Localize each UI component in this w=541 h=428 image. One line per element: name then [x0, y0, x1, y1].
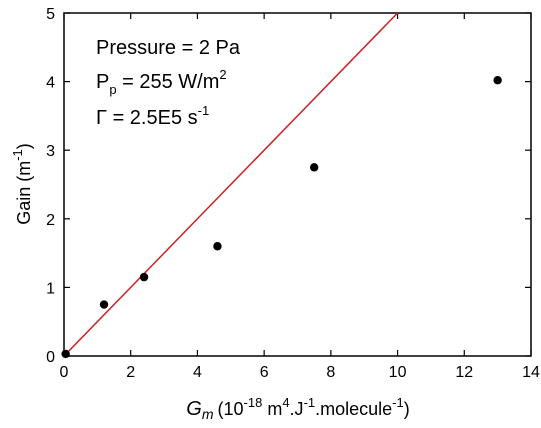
- data-point: [309, 163, 319, 172]
- annotation-pump-power: Pp = 255 W/m2: [96, 67, 227, 97]
- data-points: [61, 76, 502, 359]
- x-tick-label: 0: [60, 364, 69, 381]
- y-tick-label: 0: [46, 349, 55, 366]
- x-tick-label: 8: [326, 364, 335, 381]
- y-tick-label: 4: [46, 75, 55, 92]
- x-tick-label: 14: [522, 364, 540, 381]
- y-tick-label: 1: [46, 280, 55, 297]
- data-point: [99, 300, 109, 309]
- y-tick-label: 3: [46, 143, 55, 160]
- data-point: [61, 349, 70, 359]
- x-tick-label: 4: [193, 364, 202, 381]
- x-axis-ticks: 0 2 4 6 8 10 12 14: [60, 13, 540, 381]
- y-axis-title: Gain (m-1): [10, 143, 34, 225]
- y-tick-label: 5: [46, 6, 55, 23]
- x-tick-label: 12: [455, 364, 473, 381]
- plot-frame: [63, 12, 532, 357]
- y-tick-label: 2: [46, 212, 55, 229]
- x-axis-title: Gm (10-18 m4.J-1.molecule-1): [186, 395, 409, 422]
- x-tick-label: 6: [260, 364, 269, 381]
- x-tick-label: 10: [389, 364, 407, 381]
- data-point: [213, 242, 222, 251]
- pp-subscript: p: [109, 82, 116, 97]
- gamma-text: Γ = 2.5E5 s: [96, 107, 198, 129]
- data-point: [493, 76, 502, 85]
- y-axis-ticks: 0 1 2 3 4 5: [46, 6, 531, 366]
- x-tick-label: 2: [126, 364, 135, 381]
- annotation-gamma: Γ = 2.5E5 s-1: [96, 103, 209, 129]
- pp-superscript: 2: [219, 67, 226, 82]
- gamma-superscript: -1: [198, 103, 210, 118]
- pp-text: = 255 W/m: [117, 71, 220, 93]
- data-point: [139, 272, 149, 282]
- annotation-pressure: Pressure = 2 Pa: [96, 37, 241, 59]
- pp-symbol: P: [96, 71, 109, 93]
